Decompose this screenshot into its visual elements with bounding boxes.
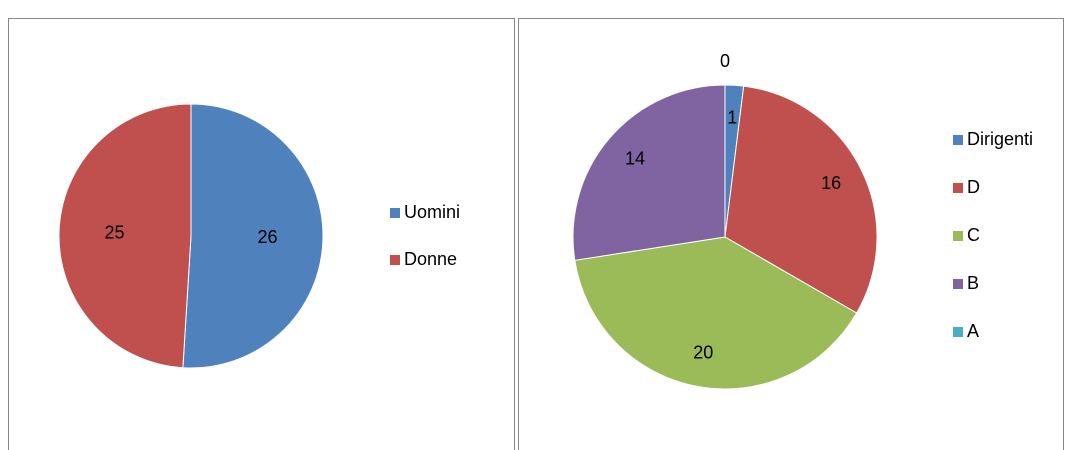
data-label: 0 (720, 51, 730, 71)
legend-label: Dirigenti (967, 129, 1033, 149)
legend-label: A (967, 321, 979, 341)
legend-swatch (953, 135, 963, 145)
data-label: 14 (625, 149, 645, 169)
legend-swatch (953, 279, 963, 289)
data-label: 25 (104, 222, 124, 242)
legend-swatch (953, 183, 963, 193)
panel-border (8, 18, 515, 450)
pie-slice (58, 103, 192, 369)
legend-label: Uomini (404, 202, 460, 222)
panel-border (518, 18, 1064, 450)
data-label: 26 (258, 227, 278, 247)
legend-swatch (390, 255, 400, 265)
pie-slice (572, 84, 726, 261)
pie-slice (182, 103, 324, 369)
legend-label: B (967, 273, 979, 293)
legend-label: Donne (404, 249, 457, 269)
pie-slice (574, 236, 858, 390)
legend-label: C (967, 225, 980, 245)
data-label: 16 (821, 173, 841, 193)
pie-slice (724, 85, 878, 314)
data-label: 20 (693, 342, 713, 362)
legend-swatch (953, 327, 963, 337)
legend-swatch (953, 231, 963, 241)
legend-label: D (967, 177, 980, 197)
legend-swatch (390, 208, 400, 218)
data-label: 1 (727, 107, 737, 127)
